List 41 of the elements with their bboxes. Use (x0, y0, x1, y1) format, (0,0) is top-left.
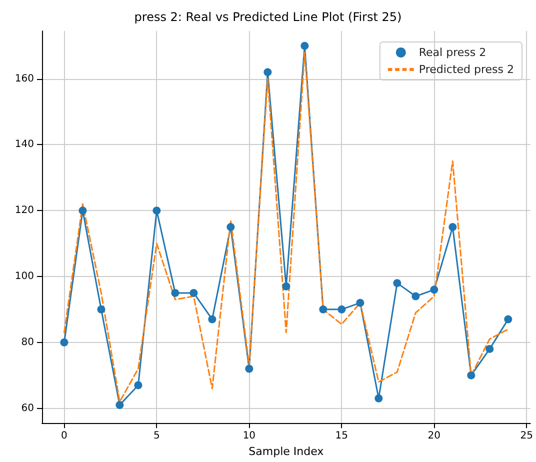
x-tick-label: 10 (242, 430, 256, 442)
point (152, 206, 161, 215)
point (374, 394, 383, 402)
point (300, 42, 309, 50)
point (264, 68, 272, 76)
y-tick-label: 60 (21, 402, 34, 414)
point (190, 288, 198, 297)
y-tick-label: 80 (21, 336, 34, 348)
point (226, 223, 235, 232)
point (356, 298, 364, 307)
point (412, 292, 420, 300)
point (97, 305, 106, 314)
x-tick-label: 25 (520, 430, 534, 442)
x-tick-label: 0 (61, 430, 68, 442)
point (486, 344, 494, 353)
y-tick-label: 100 (14, 270, 34, 282)
point (116, 400, 124, 409)
point (60, 338, 68, 346)
x-tick-label: 20 (428, 430, 441, 442)
legend-label: Predicted press 2 (418, 63, 514, 76)
x-tick-label: 5 (154, 430, 160, 442)
point (134, 381, 142, 390)
point (393, 279, 402, 288)
chart-title: press 2: Real vs Predicted Line Plot (First 25) (134, 10, 402, 24)
x-tick-label: 15 (335, 430, 348, 442)
legend-label: Real press 2 (418, 46, 486, 59)
y-tick-label: 120 (14, 205, 34, 216)
point (504, 315, 512, 324)
point (171, 288, 180, 297)
y-tick-label: 140 (14, 139, 34, 150)
point (430, 286, 438, 294)
point (208, 315, 216, 324)
point (467, 371, 476, 380)
y-tick-label: 160 (14, 73, 34, 84)
point (319, 305, 328, 314)
point (338, 305, 346, 314)
x-axis-title: Sample Index (248, 445, 324, 458)
point (78, 206, 87, 215)
point (245, 364, 254, 373)
point (448, 223, 457, 232)
point (282, 282, 290, 290)
